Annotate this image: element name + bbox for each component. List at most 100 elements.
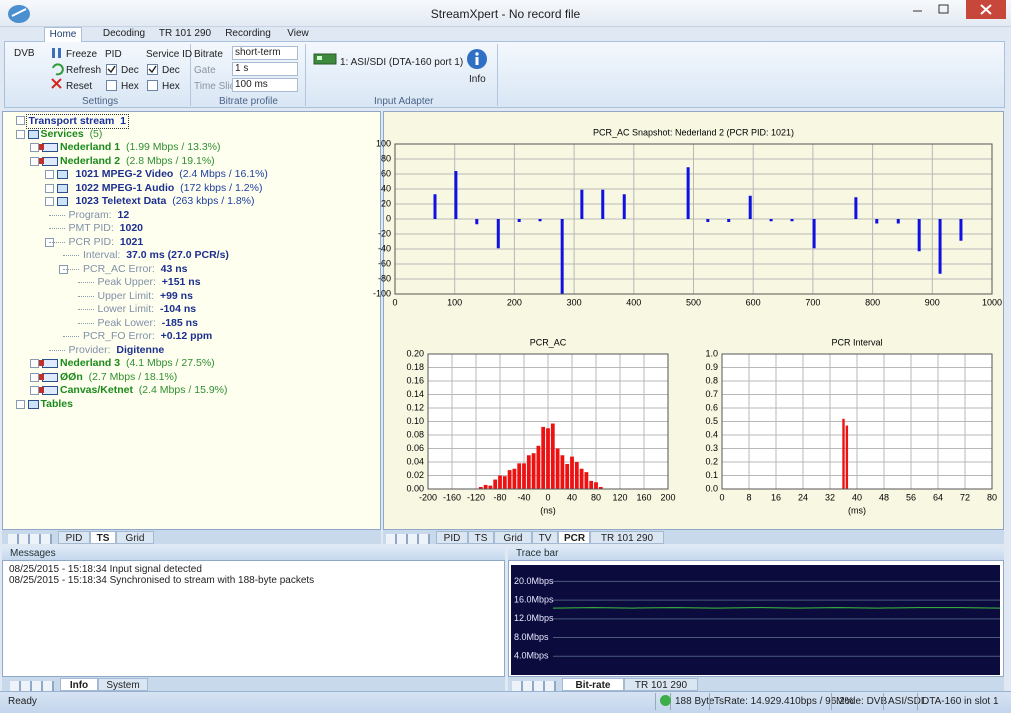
ribbon-tab[interactable]: View — [280, 27, 316, 42]
bar — [706, 219, 709, 222]
tree-node[interactable]: PCR_AC Error: 43 ns — [83, 263, 187, 276]
tab-nav[interactable] — [386, 534, 430, 544]
y-tick-label: 100 — [376, 138, 391, 148]
tab-nav[interactable] — [10, 681, 54, 691]
tree-node[interactable]: 1022 MPEG-1 Audio (172 kbps / 1.2%) — [76, 182, 263, 195]
bar — [727, 219, 730, 222]
tab[interactable]: TS — [468, 531, 494, 544]
node-label: PCR_FO Error: — [83, 330, 155, 342]
tab-nav[interactable] — [8, 534, 52, 544]
tree-node[interactable]: Upper Limit: +99 ns — [98, 290, 193, 303]
tree-expander[interactable] — [16, 400, 25, 409]
tab[interactable]: TR 101 290 — [624, 678, 698, 691]
x-tick-label: -160 — [443, 492, 461, 502]
tree-expander[interactable] — [30, 143, 39, 152]
tree-node[interactable]: Peak Upper: +151 ns — [98, 276, 201, 289]
node-label: Services — [41, 128, 84, 140]
tree-node[interactable]: 1023 Teletext Data (263 kbps / 1.8%) — [76, 195, 255, 208]
y-tick-label: 0.9 — [705, 362, 718, 372]
tree-node[interactable]: PCR PID: 1021 — [69, 236, 144, 249]
tree-node[interactable]: 1021 MPEG-2 Video (2.4 Mbps / 16.1%) — [76, 168, 268, 181]
tab[interactable]: Grid — [494, 531, 532, 544]
ribbon-tab[interactable]: Home — [44, 27, 82, 42]
tab[interactable]: PID — [58, 531, 90, 544]
x-tick-label: 24 — [798, 492, 808, 502]
bar — [939, 219, 942, 274]
node-detail: 12 — [118, 209, 130, 221]
bar — [791, 219, 794, 221]
tab[interactable]: Grid — [116, 531, 154, 544]
tree-node[interactable]: PCR_FO Error: +0.12 ppm — [83, 330, 212, 343]
tree-expander[interactable] — [16, 116, 25, 125]
y-tick-label: 0.5 — [705, 416, 718, 426]
tree-expander[interactable] — [45, 197, 54, 206]
tab[interactable]: TS — [90, 531, 116, 544]
y-tick-label: 0.16 — [406, 375, 424, 385]
status-indicator — [660, 695, 671, 706]
tree-expander[interactable] — [45, 184, 54, 193]
tab[interactable]: PID — [436, 531, 468, 544]
bar — [475, 219, 478, 224]
tree-node[interactable]: Interval: 37.0 ms (27.0 PCR/s) — [83, 249, 229, 262]
tree-expander[interactable] — [30, 373, 39, 382]
tree-expander[interactable] — [30, 386, 39, 395]
histogram-bar — [575, 462, 579, 489]
ribbon-tab[interactable]: TR 101 290 — [154, 27, 216, 42]
y-tick-label: 0.3 — [705, 443, 718, 453]
x-tick-label: 100 — [447, 297, 462, 307]
tree-node[interactable]: ØØn (2.7 Mbps / 18.1%) — [60, 371, 177, 384]
tree-node[interactable]: Program: 12 — [69, 209, 130, 222]
bar — [770, 219, 773, 221]
y-tick-label: 0.06 — [406, 443, 424, 453]
node-detail: +99 ns — [160, 290, 193, 302]
node-label: Peak Upper: — [98, 276, 156, 288]
tab-nav[interactable] — [512, 681, 556, 691]
bar — [897, 219, 900, 224]
x-tick-label: 80 — [987, 492, 997, 502]
tab[interactable]: TR 101 290 — [590, 531, 664, 544]
tree-node[interactable]: Services (5) — [41, 128, 103, 141]
y-tick-label: 0.12 — [406, 402, 424, 412]
tab[interactable]: TV — [532, 531, 558, 544]
x-tick-label: 72 — [960, 492, 970, 502]
node-label: Canvas/Ketnet — [60, 384, 133, 396]
histogram-bar — [842, 419, 844, 489]
tree-connector — [63, 336, 79, 337]
tree-node[interactable]: Canvas/Ketnet (2.4 Mbps / 15.9%) — [60, 384, 228, 397]
tree-node[interactable]: Peak Lower: -185 ns — [98, 317, 198, 330]
tree-expander[interactable] — [30, 359, 39, 368]
tree-connector — [63, 255, 79, 256]
node-detail: (172 kbps / 1.2%) — [180, 182, 262, 194]
node-label: Provider: — [69, 344, 111, 356]
y-tick-label: 0.6 — [705, 402, 718, 412]
histogram-bar — [565, 464, 569, 489]
tab[interactable]: Info — [60, 678, 98, 691]
x-tick-label: 200 — [660, 492, 675, 502]
bar — [918, 219, 921, 251]
x-tick-label: 8 — [746, 492, 751, 502]
tree-icon — [28, 130, 39, 139]
tree-expander[interactable] — [30, 157, 39, 166]
tree-node[interactable]: Provider: Digitenne — [69, 344, 165, 357]
histogram-bar — [513, 469, 517, 489]
tree-node[interactable]: Nederland 3 (4.1 Mbps / 27.5%) — [60, 357, 215, 370]
tree-node[interactable]: Tables — [41, 398, 73, 411]
ribbon-tab[interactable]: Decoding — [96, 27, 152, 42]
histogram-bar — [489, 486, 493, 489]
tree-expander[interactable] — [16, 130, 25, 139]
tab[interactable]: Bit-rate — [562, 678, 624, 691]
tree-node[interactable]: Nederland 1 (1.99 Mbps / 13.3%) — [60, 141, 221, 154]
tree-node[interactable]: Lower Limit: -104 ns — [98, 303, 197, 316]
tree-node[interactable]: Nederland 2 (2.8 Mbps / 19.1%) — [60, 155, 215, 168]
tree-expander[interactable] — [45, 170, 54, 179]
tree-connector — [49, 215, 65, 216]
tree-node[interactable]: PMT PID: 1020 — [69, 222, 144, 235]
node-label: 1022 MPEG-1 Audio — [76, 182, 175, 194]
ribbon-tab[interactable]: Recording — [218, 27, 278, 42]
bar — [580, 190, 583, 219]
node-label: Lower Limit: — [98, 303, 155, 315]
tab[interactable]: PCR — [558, 531, 590, 544]
tab[interactable]: System — [98, 678, 148, 691]
x-tick-label: 0 — [392, 297, 397, 307]
